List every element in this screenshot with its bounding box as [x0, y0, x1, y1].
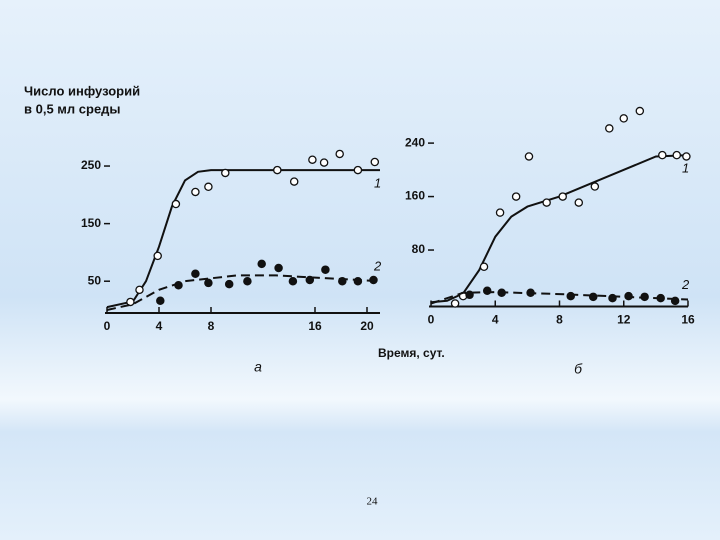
- x-tick-label: 20: [360, 319, 374, 333]
- curve: [430, 291, 689, 305]
- data-point: [319, 158, 329, 167]
- data-point: [605, 124, 614, 133]
- y-axis-title: в 0,5 мл среды: [24, 101, 121, 116]
- curve: [106, 274, 381, 311]
- data-point: [450, 299, 460, 308]
- y-tick-label: 80: [412, 242, 426, 256]
- data-point: [465, 290, 474, 300]
- data-point: [479, 262, 489, 271]
- data-point: [624, 291, 633, 301]
- data-point: [243, 276, 252, 286]
- data-point: [353, 165, 363, 175]
- caption: а: [254, 359, 262, 375]
- curve-label: 1: [682, 161, 689, 176]
- data-point: [191, 269, 200, 278]
- y-tick-label: 240: [405, 135, 425, 149]
- data-point: [153, 251, 162, 261]
- data-point: [524, 152, 534, 161]
- page-number: 24: [367, 496, 379, 508]
- x-tick-label: 16: [308, 319, 322, 333]
- data-point: [511, 192, 521, 201]
- data-point: [482, 286, 492, 296]
- data-point: [558, 192, 567, 201]
- data-point: [588, 292, 598, 302]
- data-point: [288, 276, 298, 286]
- y-tick-label: 50: [88, 273, 102, 287]
- y-tick-label: 160: [405, 189, 425, 203]
- data-point: [204, 278, 213, 288]
- x-tick-label: 8: [208, 319, 215, 333]
- curve-label: 1: [374, 176, 381, 191]
- data-point: [221, 168, 230, 178]
- caption: б: [574, 361, 583, 377]
- data-point: [640, 292, 649, 302]
- data-point: [308, 155, 317, 164]
- x-axis-title: Время, сут.: [378, 346, 445, 360]
- data-point: [672, 150, 682, 160]
- y-tick-label: 250: [81, 158, 101, 172]
- x-tick-label: 4: [492, 313, 499, 327]
- data-point: [590, 182, 600, 191]
- data-point: [335, 149, 344, 159]
- y-axis-title: Число инфузорий: [24, 83, 140, 98]
- data-point: [370, 157, 380, 167]
- x-tick-label: 12: [617, 313, 631, 327]
- data-point: [574, 198, 584, 207]
- data-point: [257, 259, 266, 269]
- data-point: [495, 208, 505, 217]
- data-point: [191, 187, 200, 197]
- data-point: [305, 275, 315, 285]
- data-point: [656, 293, 665, 303]
- x-tick-label: 16: [681, 313, 695, 327]
- x-tick-label: 0: [428, 313, 435, 327]
- data-point: [658, 150, 667, 160]
- data-point: [156, 296, 165, 306]
- data-point: [670, 296, 680, 306]
- data-point: [274, 263, 283, 273]
- data-point: [369, 275, 378, 285]
- data-point: [682, 152, 691, 161]
- x-tick-label: 4: [156, 319, 163, 333]
- data-point: [497, 288, 506, 298]
- y-tick-label: 150: [81, 216, 101, 230]
- curve: [106, 169, 380, 309]
- curve-label: 2: [373, 259, 382, 274]
- data-point: [338, 276, 347, 286]
- data-point: [526, 288, 535, 298]
- curve-label: 2: [681, 277, 690, 292]
- data-point: [135, 285, 144, 295]
- data-point: [619, 114, 629, 123]
- data-point: [224, 279, 234, 289]
- x-tick-label: 0: [104, 319, 111, 333]
- data-point: [566, 291, 575, 301]
- data-point: [321, 265, 330, 274]
- data-point: [353, 276, 363, 286]
- x-tick-label: 8: [556, 313, 563, 327]
- data-point: [542, 198, 551, 207]
- data-point: [289, 177, 299, 186]
- data-point: [608, 293, 617, 303]
- data-point: [273, 165, 282, 175]
- data-point: [174, 280, 183, 290]
- data-point: [171, 199, 181, 209]
- data-point: [126, 297, 135, 307]
- data-point: [204, 182, 213, 192]
- data-point: [635, 106, 645, 116]
